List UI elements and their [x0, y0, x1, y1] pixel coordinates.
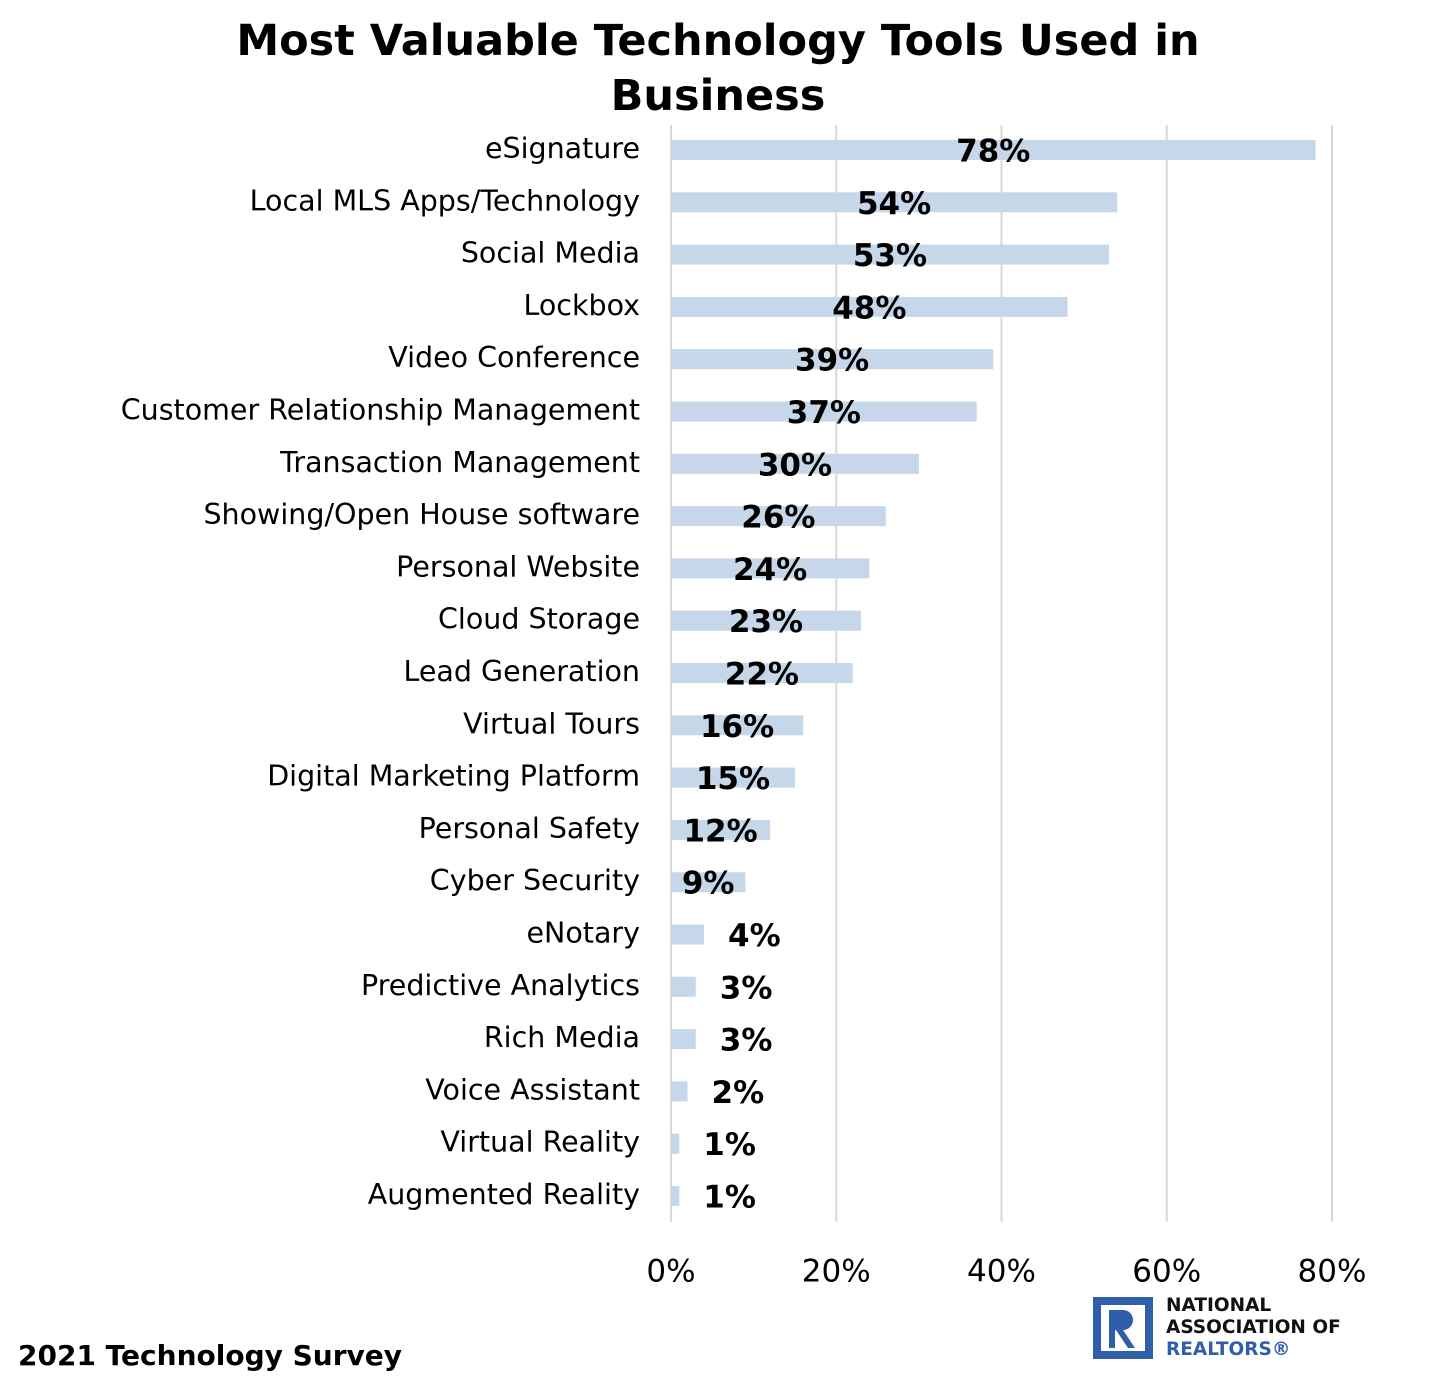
bar	[671, 244, 1109, 265]
bar	[671, 296, 1068, 317]
bar	[671, 976, 696, 997]
y-tick-label: Video Conference	[388, 341, 640, 374]
bar	[671, 140, 1316, 160]
x-tick-label: 60%	[1132, 1254, 1201, 1290]
value-label: 1%	[703, 1180, 756, 1216]
value-label: 26%	[741, 500, 815, 536]
bar	[671, 610, 862, 631]
value-label: 16%	[700, 709, 774, 745]
y-tick-label: Digital Marketing Platform	[267, 760, 640, 793]
y-tick-label: Cloud Storage	[438, 603, 640, 636]
y-tick-label: Cyber Security	[430, 864, 640, 897]
bar	[671, 1186, 680, 1206]
bar	[671, 872, 746, 893]
bar	[671, 767, 795, 788]
bar	[671, 558, 870, 579]
chart-title: Most Valuable Technology Tools Used in B…	[236, 16, 1200, 121]
y-tick-label: eNotary	[526, 917, 640, 950]
bar	[671, 819, 771, 840]
value-label: 37%	[787, 395, 861, 431]
x-tick-label: 80%	[1298, 1254, 1367, 1290]
value-label: 39%	[795, 343, 869, 379]
y-tick-label: Lead Generation	[403, 655, 640, 688]
value-label: 2%	[712, 1075, 765, 1111]
y-tick-label: Augmented Reality	[368, 1178, 640, 1211]
value-label: 3%	[720, 1023, 773, 1059]
value-label: 53%	[853, 238, 927, 274]
value-label: 12%	[683, 813, 757, 849]
x-tick-label: 40%	[967, 1254, 1036, 1290]
bar	[671, 401, 977, 422]
logo-text: NATIONAL	[1166, 1295, 1271, 1316]
bar	[671, 192, 1118, 213]
bar	[671, 715, 804, 736]
value-label: 23%	[729, 604, 803, 640]
value-label: 48%	[832, 290, 906, 326]
value-label: 9%	[682, 866, 735, 902]
y-tick-label: Lockbox	[523, 289, 640, 322]
y-tick-label: Social Media	[461, 237, 640, 270]
logo-text: ASSOCIATION OF	[1166, 1317, 1341, 1338]
bar	[671, 453, 919, 474]
logo-r	[1109, 1310, 1135, 1348]
y-tick-label: Virtual Reality	[440, 1126, 640, 1159]
value-label: 15%	[696, 761, 770, 797]
bar	[671, 1133, 680, 1154]
bar	[671, 506, 886, 527]
value-label: 24%	[733, 552, 807, 588]
y-tick-label: Personal Safety	[419, 812, 641, 845]
y-tick-label: Voice Assistant	[425, 1073, 640, 1106]
y-tick-label: Personal Website	[396, 550, 640, 583]
bar	[671, 1029, 696, 1050]
logo-text: REALTORS®	[1166, 1339, 1290, 1360]
y-tick-label: Virtual Tours	[463, 707, 640, 740]
y-tick-label: Showing/Open House software	[203, 498, 640, 531]
footer: 2021 Technology Survey	[18, 1339, 402, 1372]
value-label: 22%	[725, 657, 799, 693]
value-label: 78%	[956, 134, 1030, 170]
bar	[671, 349, 994, 370]
y-tick-label: Predictive Analytics	[361, 969, 640, 1002]
value-label: 1%	[703, 1127, 756, 1163]
bar	[671, 663, 853, 683]
value-label: 3%	[720, 970, 773, 1006]
value-label: 54%	[857, 186, 931, 222]
y-tick-label: Local MLS Apps/Technology	[250, 184, 640, 217]
x-tick-label: 20%	[802, 1254, 871, 1290]
bar	[671, 1081, 688, 1102]
value-label: 30%	[758, 447, 832, 483]
y-tick-label: Customer Relationship Management	[121, 394, 640, 427]
y-tick-label: Transaction Management	[279, 446, 640, 479]
x-tick-label: 0%	[646, 1254, 695, 1290]
y-tick-label: Rich Media	[484, 1021, 640, 1054]
value-label: 4%	[728, 918, 781, 954]
bar	[671, 924, 705, 945]
y-tick-label: eSignature	[485, 132, 640, 165]
